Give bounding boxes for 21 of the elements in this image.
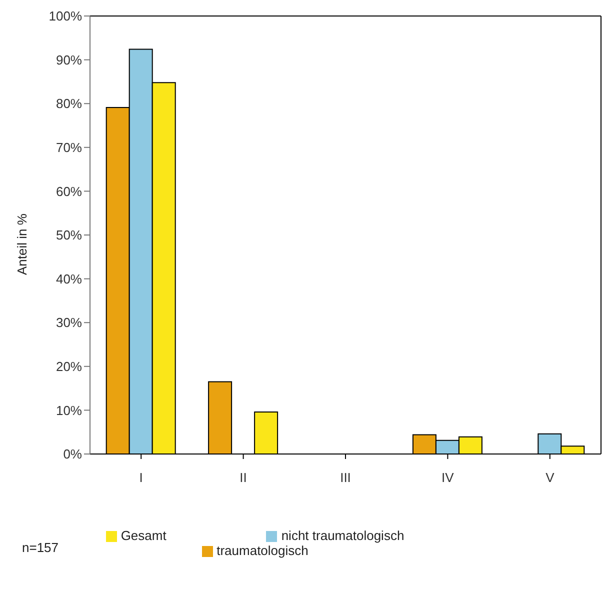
- x-tick-label: V: [546, 470, 555, 486]
- x-tick-label: III: [340, 470, 351, 486]
- legend-label: Gesamt: [120, 528, 166, 543]
- y-tick-label: 80%: [56, 96, 82, 112]
- y-tick-label: 20%: [56, 359, 82, 374]
- y-tick-label: 0%: [63, 446, 82, 462]
- legend-label: traumatologisch: [216, 543, 308, 558]
- y-tick-label: 40%: [56, 271, 82, 286]
- y-tick-label: 90%: [56, 52, 82, 68]
- y-tick-label: 10%: [56, 402, 82, 418]
- y-tick-label: 30%: [56, 315, 82, 330]
- x-tick-label: II: [240, 470, 247, 486]
- y-tick-label: 50%: [56, 228, 82, 243]
- x-tick-label: I: [139, 470, 143, 486]
- text: n=157: [22, 540, 59, 555]
- y-tick-label: 60%: [56, 184, 82, 199]
- legend-label: nicht traumatologisch: [281, 528, 404, 543]
- y-tick-label: 70%: [56, 140, 82, 156]
- y-tick-label: 100%: [48, 8, 82, 24]
- y-axis-title: Anteil in %: [14, 213, 30, 275]
- x-tick-label: IV: [442, 470, 454, 486]
